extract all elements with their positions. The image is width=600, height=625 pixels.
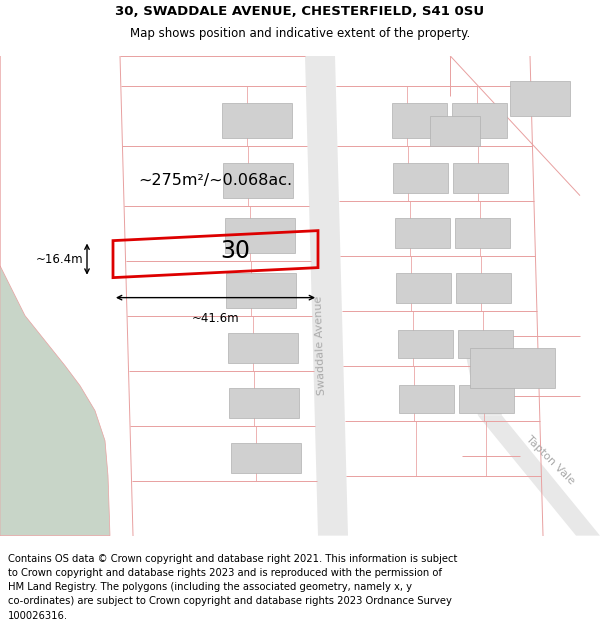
Text: ~275m²/~0.068ac.: ~275m²/~0.068ac. <box>138 173 292 188</box>
Bar <box>392 102 447 138</box>
Bar <box>452 102 507 138</box>
Bar <box>459 384 514 412</box>
Bar <box>395 217 450 248</box>
Bar <box>456 272 511 302</box>
Bar <box>455 217 510 248</box>
Text: ~41.6m: ~41.6m <box>191 312 239 324</box>
Polygon shape <box>478 416 600 536</box>
Text: to Crown copyright and database rights 2023 and is reproduced with the permissio: to Crown copyright and database rights 2… <box>8 568 442 578</box>
Polygon shape <box>0 56 110 536</box>
Bar <box>225 217 295 252</box>
Bar <box>430 116 480 146</box>
Bar <box>396 272 451 302</box>
Bar <box>223 162 293 198</box>
Bar <box>510 81 570 116</box>
Bar <box>399 384 454 412</box>
Bar <box>398 329 453 357</box>
Bar <box>229 388 299 418</box>
Text: Tapton Vale: Tapton Vale <box>524 434 576 487</box>
Text: 100026316.: 100026316. <box>8 611 68 621</box>
Polygon shape <box>462 336 502 416</box>
Text: Map shows position and indicative extent of the property.: Map shows position and indicative extent… <box>130 27 470 39</box>
Bar <box>222 102 292 138</box>
Text: 30, SWADDALE AVENUE, CHESTERFIELD, S41 0SU: 30, SWADDALE AVENUE, CHESTERFIELD, S41 0… <box>115 6 485 18</box>
Bar <box>231 442 301 472</box>
Bar <box>228 332 298 362</box>
Bar <box>470 348 555 388</box>
Text: 30: 30 <box>220 239 250 262</box>
Bar <box>394 162 448 192</box>
Text: ~16.4m: ~16.4m <box>35 253 83 266</box>
Text: co-ordinates) are subject to Crown copyright and database rights 2023 Ordnance S: co-ordinates) are subject to Crown copyr… <box>8 596 452 606</box>
Bar <box>226 272 296 308</box>
Polygon shape <box>305 56 348 536</box>
Text: HM Land Registry. The polygons (including the associated geometry, namely x, y: HM Land Registry. The polygons (includin… <box>8 582 412 592</box>
Bar <box>458 329 513 357</box>
Text: Contains OS data © Crown copyright and database right 2021. This information is : Contains OS data © Crown copyright and d… <box>8 554 457 564</box>
Text: Swaddale Avenue: Swaddale Avenue <box>313 296 327 396</box>
Bar <box>454 162 508 192</box>
